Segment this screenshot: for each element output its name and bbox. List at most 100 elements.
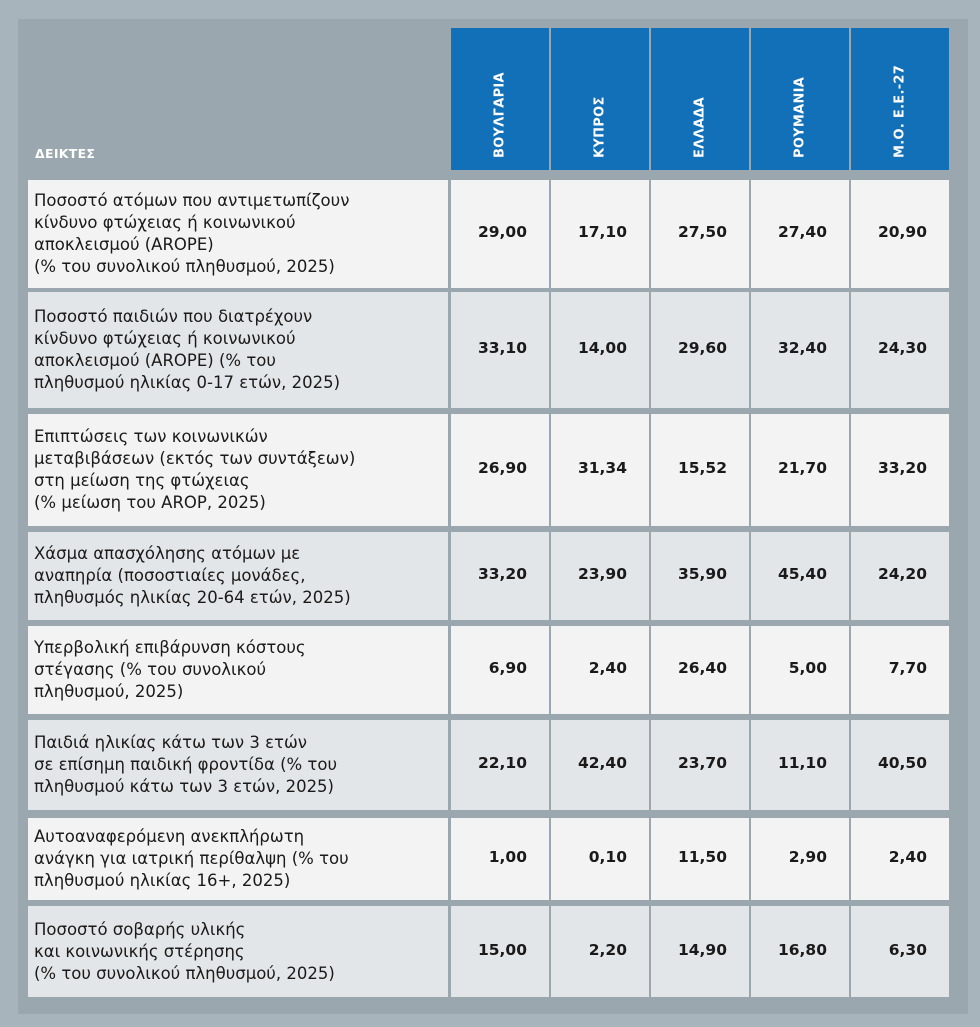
table-value: 14,00 (577, 339, 627, 357)
table-value: 26,40 (677, 659, 727, 677)
column-header: ΒΟΥΛΓΑΡΙΑ (451, 28, 549, 170)
table-value: 14,90 (677, 940, 727, 959)
table-value: 6,30 (888, 940, 927, 959)
column-header-label: ΕΛΛΑΔΑ (692, 97, 708, 158)
table-cell (451, 292, 549, 408)
table-value: 21,70 (777, 459, 827, 477)
indicators-header: ΔΕΙΚΤΕΣ (35, 146, 96, 161)
table-value: 7,70 (888, 659, 927, 677)
table-value: 23,90 (577, 565, 627, 583)
column-header: ΕΛΛΑΔΑ (651, 28, 749, 170)
table-value: 40,50 (877, 754, 927, 772)
table-value: 17,10 (577, 223, 627, 241)
table-value: 15,00 (477, 940, 527, 959)
table-value: 33,20 (877, 459, 927, 477)
table-value: 2,40 (588, 659, 627, 677)
table-row-label-cell (28, 720, 448, 810)
table-cell (451, 626, 549, 714)
table-row-label-cell (28, 292, 448, 408)
table-cell (751, 414, 849, 526)
table-cell (551, 532, 649, 620)
table-cell (551, 180, 649, 288)
table-cell (451, 180, 549, 288)
table-value: 2,40 (888, 848, 927, 866)
column-header: ΚΥΠΡΟΣ (551, 28, 649, 170)
table-value: 35,90 (677, 565, 727, 583)
table-row-label-cell (28, 818, 448, 900)
table-value: 2,90 (788, 848, 827, 866)
table-cell (651, 818, 749, 900)
indicator-label: Αυτοαναφερόμενη ανεκπλήρωτη ανάγκη για ι… (34, 827, 349, 890)
column-header-label: ΒΟΥΛΓΑΡΙΑ (492, 72, 508, 158)
table-value: 24,30 (877, 339, 927, 357)
table-value: 15,52 (677, 459, 727, 477)
table-cell (851, 532, 949, 620)
table-cell (451, 532, 549, 620)
table-cell (551, 626, 649, 714)
table-cell (651, 180, 749, 288)
table-cell (551, 720, 649, 810)
table-value: 0,10 (588, 848, 627, 866)
table-value: 20,90 (877, 223, 927, 241)
table-cell (851, 180, 949, 288)
table-value: 22,10 (477, 754, 527, 772)
column-header: ΡΟΥΜΑΝΙΑ (751, 28, 849, 170)
table-cell (851, 292, 949, 408)
indicator-label: Χάσμα απασχόλησης ατόμων με αναπηρία (πο… (34, 544, 351, 607)
table-cell (551, 414, 649, 526)
table-row-label-cell (28, 180, 448, 288)
table-value: 42,40 (577, 754, 627, 772)
table-row-label-cell (28, 626, 448, 714)
table-cell (751, 180, 849, 288)
table-value: 27,50 (677, 223, 727, 241)
table-cell (851, 906, 949, 997)
column-header-label: ΚΥΠΡΟΣ (592, 96, 608, 158)
table-cell (651, 626, 749, 714)
table-cell (551, 818, 649, 900)
indicator-label: Υπερβολική επιβάρυνση κόστους στέγασης (… (34, 638, 306, 701)
table-cell (751, 906, 849, 997)
indicator-label: Ποσοστό παιδιών που διατρέχουν κίνδυνο φ… (34, 307, 341, 392)
indicator-label: Επιπτώσεις των κοινωνικών μεταβιβάσεων (… (34, 427, 356, 512)
table-cell (551, 906, 649, 997)
table-cell (651, 414, 749, 526)
table-cell (651, 532, 749, 620)
table-value: 29,60 (677, 339, 727, 357)
column-header-label: ΡΟΥΜΑΝΙΑ (792, 76, 808, 158)
table-cell (651, 720, 749, 810)
table-cell (451, 414, 549, 526)
table-cell (451, 818, 549, 900)
table-value: 5,00 (788, 659, 827, 677)
table-value: 2,20 (588, 940, 627, 959)
column-header: Μ.Ο. Ε.Ε.-27 (851, 28, 949, 170)
table-value: 24,20 (877, 565, 927, 583)
table-value: 27,40 (777, 223, 827, 241)
indicator-label: Παιδιά ηλικίας κάτω των 3 ετών σε επίσημ… (34, 733, 338, 796)
table-value: 23,70 (677, 754, 727, 772)
table-cell (651, 292, 749, 408)
table-cell (651, 906, 749, 997)
table-cell (851, 414, 949, 526)
table-cell (451, 720, 549, 810)
column-header-label: Μ.Ο. Ε.Ε.-27 (892, 64, 908, 158)
table-value: 32,40 (777, 339, 827, 357)
table-cell (751, 532, 849, 620)
table-value: 6,90 (488, 659, 527, 677)
table-value: 1,00 (488, 848, 527, 866)
table-cell (851, 818, 949, 900)
table-value: 16,80 (777, 940, 827, 959)
table-row-label-cell (28, 906, 448, 997)
table-cell (851, 720, 949, 810)
table-value: 26,90 (477, 459, 527, 477)
table-row-label-cell (28, 532, 448, 620)
table-value: 33,10 (477, 339, 527, 357)
table-value: 11,50 (677, 848, 727, 866)
indicator-label: Ποσοστό ατόμων που αντιμετωπίζουν κίνδυν… (34, 191, 350, 276)
table-cell (851, 626, 949, 714)
table-cell (551, 292, 649, 408)
table-value: 11,10 (777, 754, 827, 772)
table-value: 33,20 (477, 565, 527, 583)
table-value: 45,40 (777, 565, 827, 583)
table-row-label-cell (28, 414, 448, 526)
table-value: 31,34 (577, 459, 627, 477)
